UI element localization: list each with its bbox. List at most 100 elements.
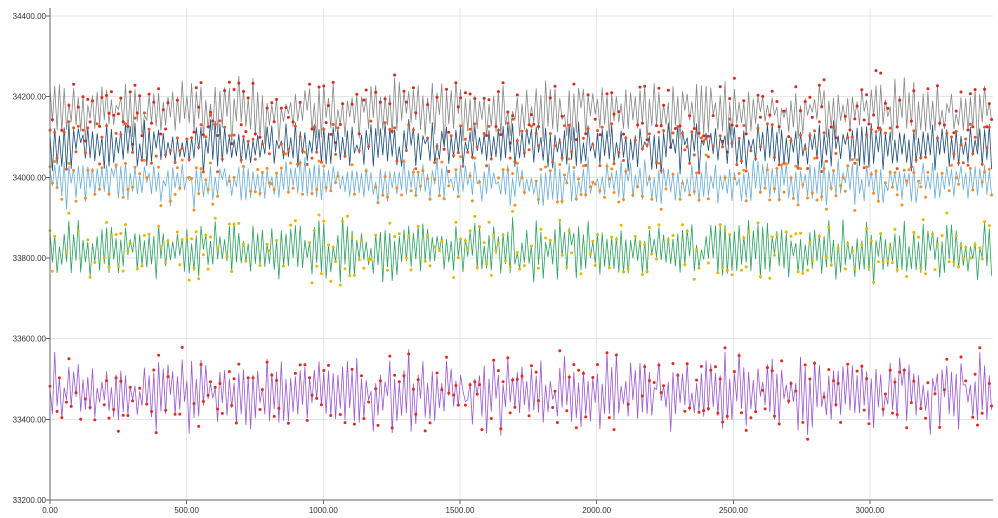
- data-point-navy: [560, 156, 564, 160]
- data-point-purple: [329, 414, 333, 417]
- data-point-navy: [312, 125, 316, 129]
- data-point-purple: [298, 363, 302, 367]
- data-point-green: [345, 214, 349, 218]
- data-point-purple: [378, 379, 382, 383]
- data-point-blue: [796, 203, 800, 207]
- data-point-purple: [626, 402, 630, 406]
- data-point-gray: [230, 142, 234, 146]
- data-point-navy: [782, 161, 786, 165]
- data-point-green: [860, 243, 864, 247]
- data-point-blue: [419, 184, 422, 188]
- data-point-green: [978, 246, 982, 250]
- data-point-gray: [605, 92, 609, 96]
- data-point-green: [275, 239, 279, 242]
- data-point-gray: [968, 92, 972, 96]
- data-point-gray: [331, 80, 335, 84]
- data-point-green: [919, 266, 923, 270]
- data-point-gray: [258, 135, 262, 139]
- data-point-gray: [966, 128, 970, 132]
- data-point-blue: [806, 196, 810, 200]
- data-point-purple: [452, 393, 456, 397]
- data-point-purple: [513, 405, 517, 409]
- data-point-navy: [525, 129, 529, 133]
- data-point-green: [983, 220, 987, 224]
- data-point-blue: [891, 185, 894, 189]
- data-point-blue: [971, 188, 975, 192]
- data-point-purple: [567, 375, 571, 379]
- data-point-gray: [777, 125, 781, 129]
- data-point-navy: [959, 143, 963, 147]
- data-point-blue: [839, 184, 843, 188]
- data-point-purple: [761, 388, 765, 392]
- data-point-green: [369, 257, 373, 261]
- data-point-purple: [836, 381, 840, 385]
- data-point-gray: [362, 98, 366, 102]
- data-point-purple: [888, 368, 892, 372]
- data-point-gray: [515, 93, 519, 97]
- data-point-navy: [527, 148, 531, 152]
- data-point-gray: [586, 93, 590, 97]
- data-point-purple: [905, 426, 909, 430]
- data-point-navy: [973, 135, 977, 139]
- data-point-green: [175, 230, 179, 234]
- data-point-gray: [284, 106, 288, 109]
- data-point-gray: [166, 101, 170, 105]
- data-point-navy: [624, 136, 628, 140]
- data-point-purple: [709, 368, 713, 372]
- data-point-purple: [435, 371, 439, 375]
- data-point-gray: [865, 93, 869, 97]
- data-point-blue: [74, 199, 78, 203]
- data-point-purple: [718, 377, 722, 381]
- data-point-gray: [112, 113, 116, 117]
- data-point-navy: [806, 167, 810, 170]
- data-point-blue: [593, 182, 597, 186]
- data-point-blue: [513, 203, 517, 207]
- data-point-purple: [990, 404, 994, 408]
- data-point-green: [367, 258, 371, 262]
- data-point-purple: [697, 410, 701, 414]
- data-point-green: [607, 266, 611, 270]
- data-point-green: [258, 264, 262, 268]
- data-point-purple: [553, 389, 557, 393]
- data-point-green: [268, 249, 271, 253]
- data-point-green: [343, 267, 347, 271]
- data-point-navy: [496, 128, 500, 132]
- data-point-purple: [640, 394, 644, 398]
- data-point-blue: [206, 187, 210, 191]
- data-point-blue: [126, 187, 130, 191]
- data-point-navy: [612, 162, 616, 166]
- data-point-navy: [850, 135, 854, 139]
- data-point-purple: [454, 384, 458, 388]
- data-point-green: [645, 270, 649, 274]
- data-point-navy: [218, 119, 222, 123]
- data-point-blue: [865, 165, 869, 169]
- data-point-navy: [124, 122, 127, 126]
- data-point-green: [416, 224, 420, 228]
- data-point-blue: [893, 171, 897, 175]
- data-point-purple: [414, 412, 418, 416]
- data-point-gray: [378, 100, 382, 104]
- data-point-navy: [888, 126, 892, 130]
- data-point-green: [185, 236, 189, 240]
- data-point-green: [867, 265, 871, 269]
- data-point-green: [107, 265, 111, 269]
- data-point-gray: [251, 81, 255, 85]
- data-point-purple: [260, 388, 264, 392]
- data-point-gray: [560, 114, 564, 118]
- data-point-gray: [511, 114, 515, 118]
- data-point-navy: [909, 165, 913, 169]
- data-point-gray: [121, 120, 125, 124]
- data-point-navy: [598, 164, 602, 168]
- data-point-gray: [867, 122, 871, 126]
- data-point-gray: [756, 93, 760, 97]
- data-point-navy: [296, 162, 300, 166]
- data-point-blue: [737, 172, 741, 175]
- data-point-green: [489, 273, 493, 277]
- data-point-green: [360, 238, 363, 242]
- data-point-green: [76, 229, 80, 233]
- data-point-navy: [758, 145, 762, 149]
- data-point-purple: [201, 400, 205, 403]
- data-point-green: [496, 241, 500, 245]
- data-point-blue: [744, 199, 748, 203]
- data-point-purple: [327, 363, 330, 367]
